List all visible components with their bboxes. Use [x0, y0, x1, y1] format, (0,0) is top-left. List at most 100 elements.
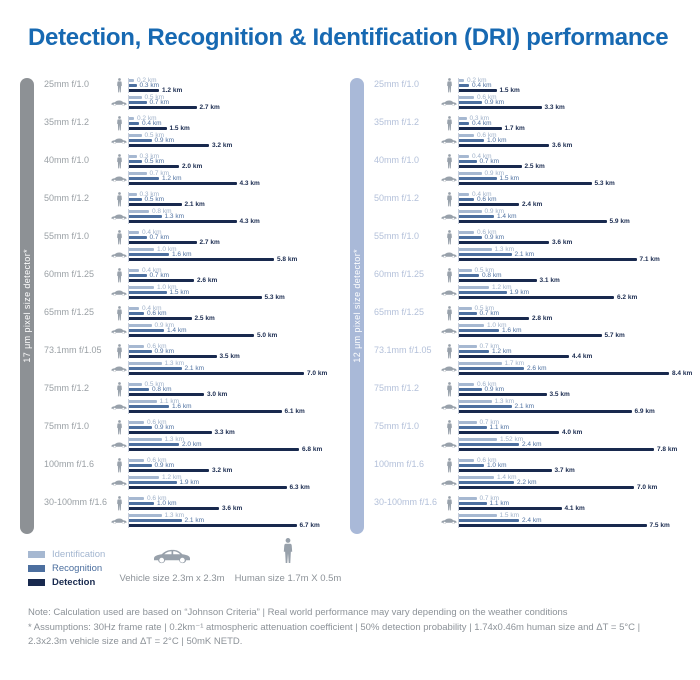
identification-value: 0.9 km	[484, 170, 505, 177]
bar-line: 1.2 km	[129, 175, 260, 182]
bar-line: 0.9 km	[459, 99, 565, 106]
bar-group: 0.3 km 0.5 km 2.1 km	[128, 191, 205, 208]
lens-group: 60mm f/1.25 0.4 km 0.7 km 2.6 km 1.0 km 1.5 k…	[44, 267, 345, 302]
identification-bar	[129, 247, 154, 252]
dri-rows: 0.2 km 0.4 km 1.5 km 0.6 km 0.9 km 3.3 km	[440, 77, 698, 112]
identification-value: 1.2 km	[162, 474, 182, 481]
bar-line: 1.6 km	[129, 251, 297, 258]
lens-label: 65mm f/1.25	[44, 307, 95, 317]
dri-rows: 0.2 km 0.3 km 1.2 km 0.5 km 0.7 km 2.7 km	[110, 77, 345, 112]
dri-row-vehicle: 0.5 km 0.9 km 3.2 km	[110, 132, 345, 149]
detection-bar	[129, 447, 299, 452]
detection-swatch	[28, 579, 45, 586]
bar-line: 5.3 km	[459, 180, 615, 187]
dri-rows: 0.4 km 0.7 km 2.6 km 1.0 km 1.5 km 5.3 km	[110, 267, 345, 302]
bar-group: 0.6 km 0.9 km 3.6 km	[458, 229, 572, 246]
recognition-value: 1.6 km	[172, 403, 192, 410]
bar-group: 0.4 km 0.7 km 2.6 km	[128, 267, 217, 284]
bar-line: 0.7 km	[459, 158, 545, 165]
identification-bar	[459, 399, 492, 404]
detection-bar	[459, 447, 654, 452]
lens-label: 65mm f/1.25	[374, 307, 425, 317]
recognition-bar	[129, 83, 137, 88]
bar-line: 2.1 km	[459, 251, 660, 258]
lens-group: 40mm f/1.0 0.4 km 0.7 km 2.5 km 0.9 km 1.5 km…	[374, 153, 698, 188]
recognition-bar	[459, 501, 487, 506]
bar-line: 0.8 km	[129, 386, 227, 393]
person-icon	[110, 192, 128, 207]
identification-swatch	[28, 551, 45, 558]
recognition-bar	[129, 480, 177, 485]
bar-group: 1.2 km 1.9 km 6.3 km	[128, 474, 310, 491]
recognition-value: 0.9 km	[154, 348, 175, 355]
recognition-value: 0.6 km	[147, 310, 167, 317]
bar-line: 1.3 km	[129, 512, 320, 519]
bar-group: 1.0 km 1.6 km 5.8 km	[128, 246, 297, 263]
lens-group: 75mm f/1.2 0.5 km 0.8 km 3.0 km 1.1 km 1.6 km…	[44, 381, 345, 416]
bar-group: 0.7 km 1.1 km 4.1 km	[458, 495, 585, 512]
identification-bar	[459, 420, 477, 425]
recognition-value: 2.4 km	[522, 517, 542, 524]
bar-line: 6.3 km	[129, 484, 310, 491]
identification-value: 0.4 km	[142, 267, 162, 274]
dri-rows: 0.6 km 0.9 km 3.2 km 1.2 km 1.9 km 6.3 km	[110, 457, 345, 492]
detection-value: 7.0 km	[637, 484, 658, 491]
identification-bar	[129, 116, 134, 121]
identification-bar	[129, 171, 147, 176]
bar-line: 3.1 km	[459, 277, 560, 284]
recognition-bar	[129, 442, 179, 447]
bar-group: 1.4 km 2.2 km 7.0 km	[458, 474, 658, 491]
bar-line: 1.1 km	[459, 500, 585, 507]
detection-bar	[129, 164, 179, 169]
car-icon	[440, 251, 458, 259]
detection-bar	[129, 354, 217, 359]
lens-label: 75mm f/1.2	[44, 383, 90, 393]
detection-value: 7.5 km	[649, 522, 670, 529]
detection-bar	[129, 219, 237, 224]
recognition-bar	[129, 138, 152, 143]
detection-bar	[129, 468, 209, 473]
detection-bar	[129, 506, 219, 511]
recognition-value: 1.5 km	[499, 175, 520, 182]
detection-bar	[129, 392, 204, 397]
bar-line: 6.1 km	[129, 408, 305, 415]
person-icon	[440, 230, 458, 245]
identification-value: 1.7 km	[504, 360, 525, 367]
lens-label: 73.1mm f/1.05	[374, 345, 432, 355]
bar-group: 0.5 km 0.7 km 2.7 km	[128, 94, 220, 111]
bar-group: 0.9 km 1.4 km 5.9 km	[458, 208, 630, 225]
bar-group: 0.6 km 0.9 km 3.3 km	[128, 419, 235, 436]
identification-value: 0.6 km	[147, 343, 167, 350]
person-icon	[440, 268, 458, 283]
detection-value: 3.3 km	[544, 104, 565, 111]
recognition-value: 0.4 km	[142, 120, 162, 127]
recognition-bar	[459, 480, 514, 485]
car-icon	[440, 137, 458, 145]
recognition-bar	[129, 311, 144, 316]
recognition-value: 1.9 km	[179, 479, 200, 486]
vehicle-size-key: Vehicle size 2.3m x 2.3m	[112, 546, 232, 584]
car-icon	[110, 517, 128, 525]
recognition-bar	[129, 121, 139, 126]
bar-line: 2.7 km	[129, 239, 220, 246]
bar-group: 0.9 km 1.5 km 5.3 km	[458, 170, 615, 187]
recognition-value: 0.7 km	[149, 234, 170, 241]
person-icon	[110, 458, 128, 473]
recognition-value: 1.0 km	[487, 137, 507, 144]
identification-bar	[459, 513, 497, 518]
dri-row-vehicle: 0.9 km 1.4 km 5.9 km	[440, 208, 698, 225]
dri-rows: 0.4 km 0.7 km 2.7 km 1.0 km 1.6 km 5.8 km	[110, 229, 345, 264]
recognition-bar	[129, 518, 182, 523]
lens-group: 25mm f/1.0 0.2 km 0.3 km 1.2 km 0.5 km 0.7 km…	[44, 77, 345, 112]
recognition-bar	[129, 273, 147, 278]
identification-value: 0.9 km	[484, 208, 505, 215]
dri-row-human: 0.4 km 0.7 km 2.5 km	[440, 153, 698, 170]
bar-group: 0.2 km 0.3 km 1.2 km	[128, 77, 182, 94]
recognition-bar	[459, 138, 484, 143]
identification-bar	[129, 95, 142, 100]
recognition-bar	[129, 501, 154, 506]
bar-group: 0.4 km 0.7 km 2.7 km	[128, 229, 220, 246]
human-size-label: Human size 1.7m X 0.5m	[234, 573, 342, 584]
dri-row-human: 0.7 km 1.1 km 4.0 km	[440, 419, 698, 436]
bar-line: 1.4 km	[459, 474, 657, 481]
